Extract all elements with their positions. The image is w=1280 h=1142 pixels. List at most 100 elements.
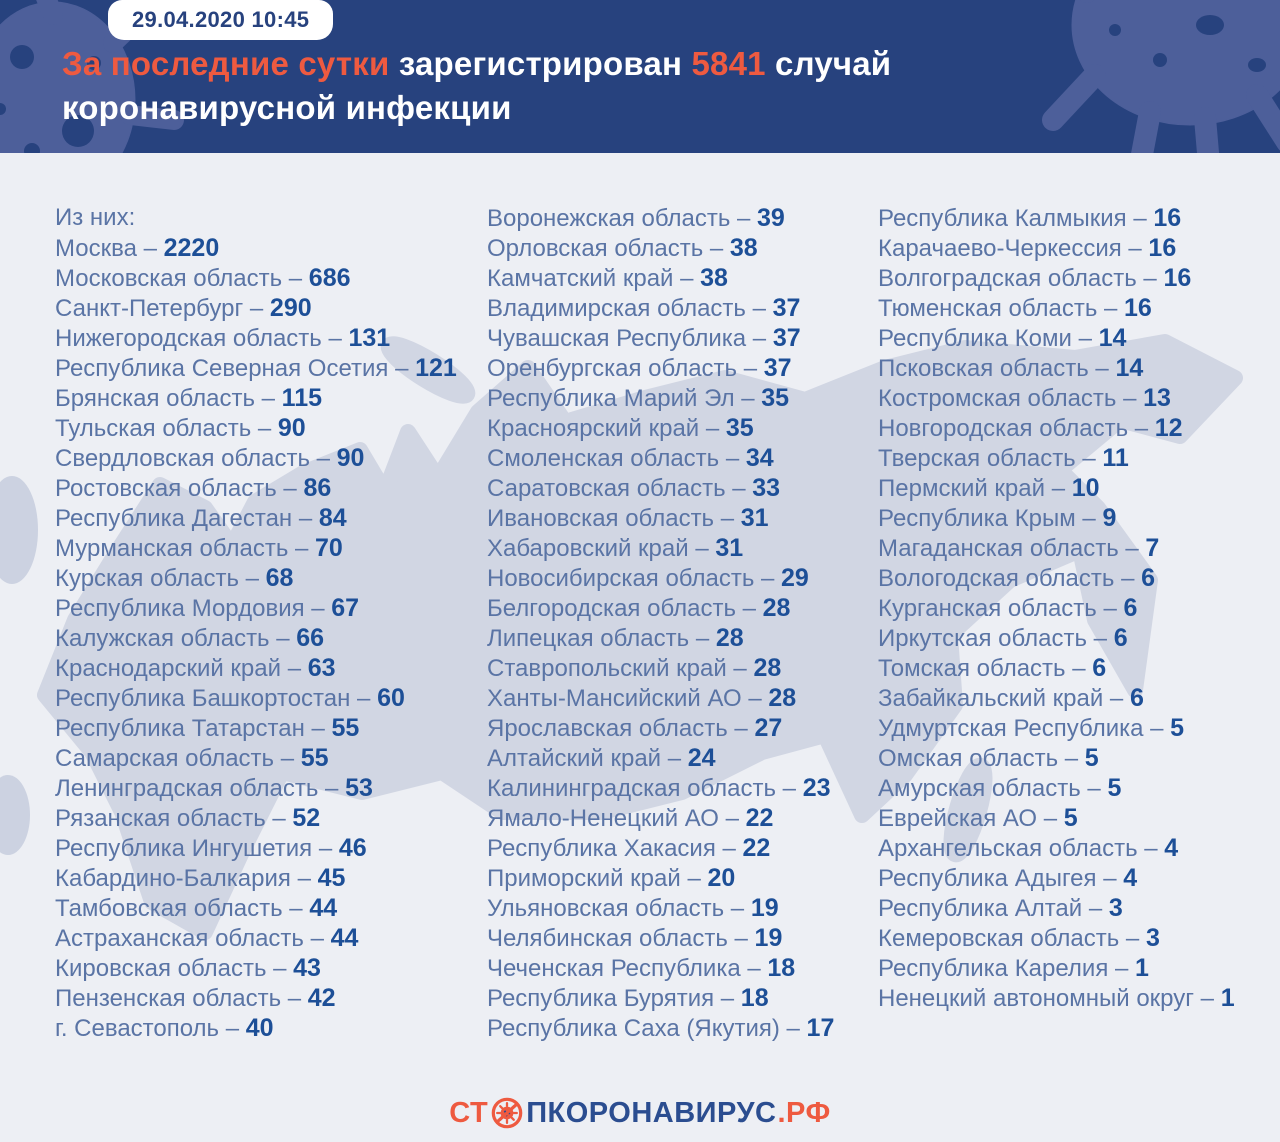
region-count: 7 bbox=[1145, 534, 1160, 562]
region-name: Красноярский край – bbox=[487, 415, 726, 442]
region-count: 63 bbox=[307, 654, 336, 682]
region-row: Томская область – 6 bbox=[878, 653, 1235, 683]
region-name: Ненецкий автономный округ – bbox=[878, 985, 1221, 1012]
region-row: Республика Северная Осетия – 121 bbox=[55, 353, 457, 383]
region-name: Хабаровский край – bbox=[487, 535, 716, 562]
region-count: 18 bbox=[740, 984, 769, 1012]
region-name: Иркутская область – bbox=[878, 625, 1114, 652]
region-name: Архангельская область – bbox=[878, 835, 1165, 862]
region-row: г. Севастополь – 40 bbox=[55, 1013, 457, 1043]
region-row: Пензенская область – 42 bbox=[55, 983, 457, 1013]
region-name: Оренбургская область – bbox=[487, 355, 764, 382]
region-count: 5 bbox=[1107, 774, 1122, 802]
region-name: Кировская область – bbox=[55, 955, 294, 982]
region-count: 44 bbox=[330, 924, 359, 952]
region-row: Магаданская область – 7 bbox=[878, 533, 1235, 563]
region-count: 28 bbox=[715, 624, 744, 652]
region-name: Липецкая область – bbox=[487, 625, 716, 652]
region-count: 86 bbox=[303, 474, 332, 502]
region-row: Липецкая область – 28 bbox=[487, 623, 834, 653]
region-row: Челябинская область – 19 bbox=[487, 923, 834, 953]
region-row: Республика Крым – 9 bbox=[878, 503, 1235, 533]
region-name: Тверская область – bbox=[878, 445, 1103, 472]
region-count: 46 bbox=[338, 834, 367, 862]
region-row: Брянская область – 115 bbox=[55, 383, 457, 413]
region-count: 11 bbox=[1102, 444, 1129, 472]
region-count: 28 bbox=[768, 684, 797, 712]
region-name: Пермский край – bbox=[878, 475, 1072, 502]
region-row: Удмуртская Республика – 5 bbox=[878, 713, 1235, 743]
region-count: 90 bbox=[277, 414, 306, 442]
region-name: Курганская область – bbox=[878, 595, 1124, 622]
region-row: Чеченская Республика – 18 bbox=[487, 953, 834, 983]
region-name: Республика Коми – bbox=[878, 325, 1099, 352]
region-name: Республика Мордовия – bbox=[55, 595, 332, 622]
no-virus-icon bbox=[491, 1097, 523, 1129]
region-count: 5 bbox=[1084, 744, 1099, 772]
region-count: 131 bbox=[348, 324, 391, 352]
region-row: Приморский край – 20 bbox=[487, 863, 834, 893]
region-name: Москва – bbox=[55, 235, 164, 262]
region-name: Волгоградская область – bbox=[878, 265, 1164, 292]
region-row: Санкт-Петербург – 290 bbox=[55, 293, 457, 323]
region-count: 4 bbox=[1123, 864, 1138, 892]
region-name: Ханты-Мансийский АО – bbox=[487, 685, 769, 712]
region-row: Мурманская область – 70 bbox=[55, 533, 457, 563]
region-row: Ханты-Мансийский АО – 28 bbox=[487, 683, 834, 713]
region-name: Удмуртская Республика – bbox=[878, 715, 1171, 742]
region-row: Республика Ингушетия – 46 bbox=[55, 833, 457, 863]
region-name: Республика Калмыкия – bbox=[878, 205, 1154, 232]
region-name: Мурманская область – bbox=[55, 535, 316, 562]
logo-text-middle: ПКОРОНАВИРУС bbox=[526, 1096, 777, 1129]
regions-column-1: Из них: Москва – 2220 Московская область … bbox=[55, 203, 457, 1043]
region-row: Рязанская область – 52 bbox=[55, 803, 457, 833]
region-name: Республика Дагестан – bbox=[55, 505, 319, 532]
region-name: Кемеровская область – bbox=[878, 925, 1146, 952]
region-count: 13 bbox=[1143, 384, 1171, 412]
region-row: Саратовская область – 33 bbox=[487, 473, 834, 503]
region-count: 44 bbox=[309, 894, 338, 922]
region-name: Ивановская область – bbox=[487, 505, 741, 532]
region-count: 53 bbox=[345, 774, 373, 802]
region-count: 68 bbox=[265, 564, 294, 592]
region-name: Новосибирская область – bbox=[487, 565, 781, 592]
region-count: 31 bbox=[715, 534, 744, 562]
regions-column-2: Воронежская область – 39 Орловская област… bbox=[487, 203, 834, 1043]
region-row: Тамбовская область – 44 bbox=[55, 893, 457, 923]
region-name: Чеченская Республика – bbox=[487, 955, 768, 982]
region-count: 19 bbox=[750, 894, 779, 922]
region-row: Республика Калмыкия – 16 bbox=[878, 203, 1235, 233]
region-name: Тамбовская область – bbox=[55, 895, 310, 922]
region-count: 42 bbox=[307, 984, 336, 1012]
region-row: Новгородская область – 12 bbox=[878, 413, 1235, 443]
region-count: 14 bbox=[1098, 324, 1127, 352]
region-name: Республика Северная Осетия – bbox=[55, 355, 416, 382]
region-row: Карачаево-Черкессия – 16 bbox=[878, 233, 1235, 263]
region-name: Московская область – bbox=[55, 265, 309, 292]
region-count: 14 bbox=[1115, 354, 1144, 382]
region-count: 18 bbox=[767, 954, 796, 982]
region-count: 27 bbox=[754, 714, 783, 742]
region-row: Тюменская область – 16 bbox=[878, 293, 1235, 323]
region-count: 52 bbox=[292, 804, 321, 832]
region-name: Камчатский край – bbox=[487, 265, 701, 292]
region-row: Ивановская область – 31 bbox=[487, 503, 834, 533]
region-count: 60 bbox=[377, 684, 405, 712]
region-row: Астраханская область – 44 bbox=[55, 923, 457, 953]
region-row: Архангельская область – 4 bbox=[878, 833, 1235, 863]
region-count: 66 bbox=[296, 624, 325, 652]
region-count: 55 bbox=[300, 744, 329, 772]
region-row: Республика Саха (Якутия) – 17 bbox=[487, 1013, 834, 1043]
region-name: Республика Адыгея – bbox=[878, 865, 1124, 892]
region-name: Омская область – bbox=[878, 745, 1085, 772]
timestamp-badge: 29.04.2020 10:45 bbox=[108, 0, 334, 40]
region-count: 5 bbox=[1170, 714, 1185, 742]
region-name: Еврейская АО – bbox=[878, 805, 1064, 832]
region-row: Республика Марий Эл – 35 bbox=[487, 383, 834, 413]
region-count: 90 bbox=[336, 444, 365, 472]
virus-splat-icon bbox=[1042, 0, 1280, 153]
region-name: Республика Крым – bbox=[878, 505, 1103, 532]
region-name: Брянская область – bbox=[55, 385, 282, 412]
region-count: 16 bbox=[1148, 234, 1177, 262]
